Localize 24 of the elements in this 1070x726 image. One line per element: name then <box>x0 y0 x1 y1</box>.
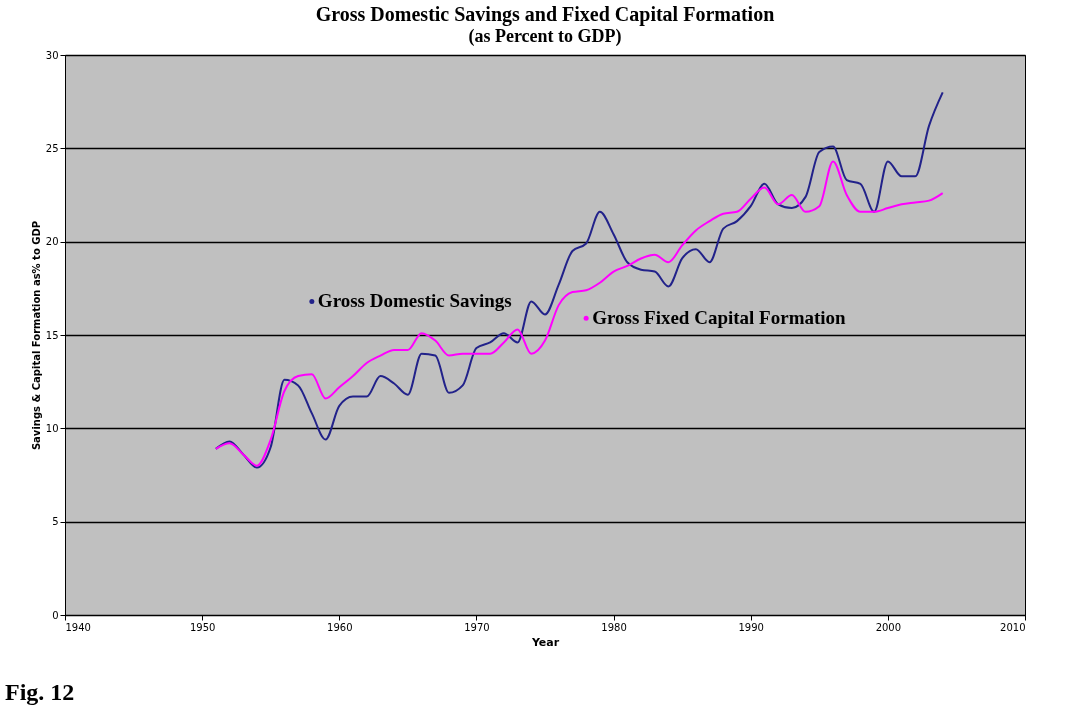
x-tick-label: 1950 <box>189 621 216 633</box>
y-tick-label: 20 <box>45 236 59 248</box>
caption: Fig. 12 <box>5 679 75 705</box>
x-tick-label: 1970 <box>464 621 490 633</box>
y-tick-label: 25 <box>45 142 59 154</box>
series-label: Gross Domestic Savings <box>317 290 512 312</box>
x-tick-label: 1990 <box>738 621 764 633</box>
x-tick-label: 1980 <box>601 621 627 633</box>
y-tick-label: 30 <box>45 49 59 61</box>
x-tick-label: 2010 <box>1000 621 1026 633</box>
y-tick-label: 10 <box>45 422 59 434</box>
line-series <box>214 160 944 467</box>
x-axis-title: Year <box>530 635 560 649</box>
series-label: Gross Fixed Capital Formation <box>592 307 847 329</box>
y-tick-label: 5 <box>52 516 59 528</box>
chart-title: Gross Domestic Savings and Fixed Capital Formation <box>315 3 775 26</box>
line-series <box>214 91 944 469</box>
x-tick-label: 2000 <box>875 621 902 633</box>
x-tick-label: 1940 <box>65 621 91 633</box>
y-axis-title: Savings & Capital Formation as% to GDP <box>30 220 42 451</box>
chart-subtitle: (as Percent to GDP) <box>468 26 622 47</box>
x-tick-label: 1960 <box>327 621 353 633</box>
y-tick-label: 15 <box>45 329 59 341</box>
y-tick-label: 0 <box>52 609 59 621</box>
